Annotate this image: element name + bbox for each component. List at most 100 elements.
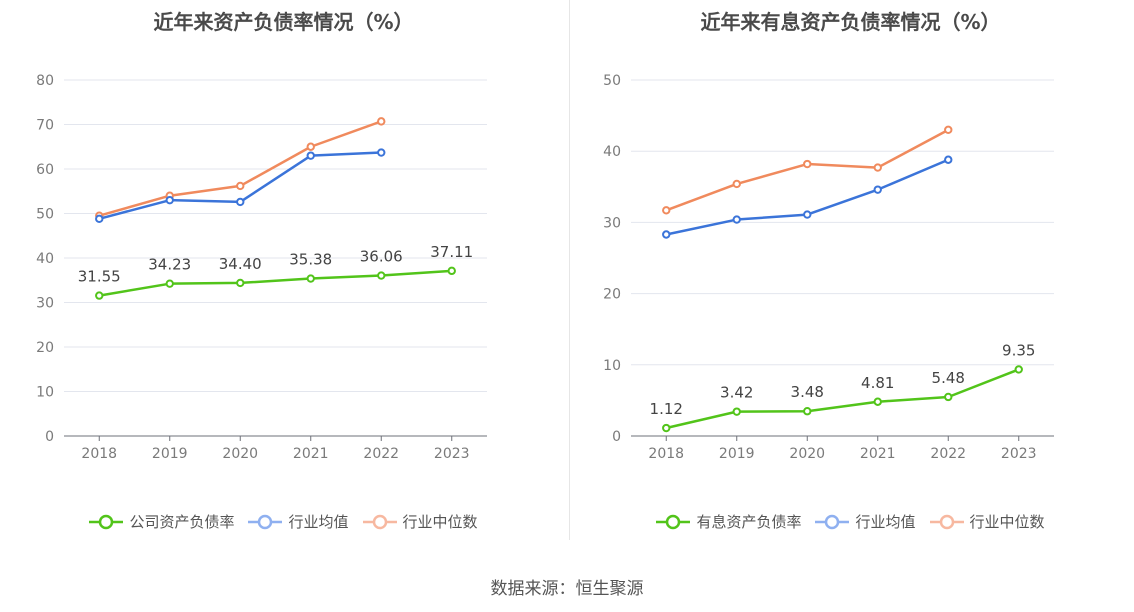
y-tick-label: 50 [603, 73, 621, 89]
data-point [944, 125, 953, 135]
y-tick-label: 10 [603, 358, 621, 374]
legend-marker-icon [815, 514, 850, 529]
legend-label: 行业均值 [855, 513, 916, 531]
data-point [944, 155, 953, 164]
legend-label: 行业中位数 [969, 513, 1045, 531]
data-label: 3.42 [720, 384, 753, 402]
data-point [803, 407, 812, 416]
data-point [95, 291, 104, 300]
data-point [165, 195, 174, 205]
legend-item[interactable]: 行业中位数 [929, 511, 1045, 532]
data-point [662, 206, 671, 215]
data-point [732, 179, 741, 189]
chart-title: 近年来有息资产负债率情况（%） [700, 10, 1001, 34]
data-label: 4.81 [861, 374, 894, 392]
data-point [662, 230, 671, 239]
data-point [306, 274, 315, 283]
legend-marker-icon [656, 514, 691, 529]
y-tick-label: 20 [36, 340, 54, 356]
data-label: 36.06 [360, 248, 403, 266]
data-label: 34.40 [219, 255, 262, 273]
data-point [306, 151, 315, 160]
data-label: 3.48 [791, 383, 824, 401]
panel-divider [569, 0, 570, 540]
data-point [1014, 365, 1023, 374]
data-label: 35.38 [289, 251, 332, 269]
chart-legend: 有息资产负债率 行业均值 行业中位数 [567, 511, 1134, 532]
y-tick-label: 0 [45, 429, 54, 445]
x-tick-label: 2018 [648, 446, 684, 462]
data-point [377, 271, 386, 280]
y-tick-label: 40 [603, 144, 621, 160]
legend-marker-icon [362, 514, 397, 529]
data-point [803, 210, 812, 219]
legend-item[interactable]: 有息资产负债率 [656, 511, 801, 532]
data-point [873, 163, 882, 172]
y-tick-label: 30 [36, 296, 54, 312]
x-tick-label: 2022 [363, 446, 399, 462]
x-tick-label: 2023 [1001, 446, 1037, 462]
y-tick-label: 70 [36, 118, 54, 134]
data-point [236, 278, 245, 288]
data-point [377, 148, 386, 157]
legend-item[interactable]: 行业均值 [248, 511, 349, 532]
data-point [377, 117, 386, 126]
x-tick-label: 2020 [789, 446, 825, 462]
legend-item[interactable]: 行业均值 [815, 511, 916, 532]
legend-label: 公司资产负债率 [129, 513, 235, 531]
data-label: 34.23 [148, 256, 191, 274]
y-tick-label: 30 [603, 215, 621, 231]
y-tick-label: 20 [603, 287, 621, 303]
x-tick-label: 2020 [222, 446, 258, 462]
legend-item[interactable]: 公司资产负债率 [89, 511, 234, 532]
y-tick-label: 10 [36, 385, 54, 401]
data-point [165, 279, 174, 288]
data-point [447, 266, 456, 276]
debt-ratio-chart: 0 10 20 30 40 50 60 70 80 2018 2019 2020 2021 2022 202… [36, 73, 487, 462]
series-line [665, 368, 1020, 430]
chart-panel-interest-debt-ratio: 近年来有息资产负债率情况（%） 0 10 20 30 40 50 2018 2019 2020 2… [567, 0, 1134, 560]
chart-legend: 公司资产负债率 行业均值 行业中位数 [0, 511, 567, 532]
legend-marker-icon [248, 514, 283, 529]
data-point [662, 423, 671, 433]
x-tick-label: 2021 [293, 446, 329, 462]
data-point [306, 142, 315, 151]
chart-panel-debt-ratio: 近年来资产负债率情况（%） 0 10 20 30 40 50 60 70 80 2018 2019 2… [0, 0, 567, 560]
data-point [873, 185, 882, 194]
chart-title: 近年来资产负债率情况（%） [153, 10, 414, 34]
data-label: 1.12 [650, 400, 683, 418]
data-point [236, 197, 245, 207]
legend-item[interactable]: 行业中位数 [362, 511, 478, 532]
interest-debt-ratio-chart: 0 10 20 30 40 50 2018 2019 2020 2021 2022 2023 1.12 3… [603, 73, 1054, 462]
legend-label: 行业中位数 [402, 513, 478, 531]
data-source-footer: 数据来源：恒生聚源 [490, 579, 644, 599]
data-label: 5.48 [932, 369, 965, 387]
data-label: 31.55 [78, 268, 121, 286]
y-tick-label: 0 [612, 429, 621, 445]
x-tick-label: 2019 [152, 446, 188, 462]
y-tick-label: 80 [36, 73, 54, 89]
data-point [236, 181, 245, 191]
data-label: 9.35 [1002, 341, 1035, 359]
data-point [732, 215, 741, 224]
x-tick-label: 2018 [81, 446, 117, 462]
legend-marker-icon [929, 514, 964, 529]
y-tick-label: 40 [36, 251, 54, 267]
legend-marker-icon [89, 514, 124, 529]
data-point [873, 397, 882, 406]
data-point [944, 392, 953, 402]
y-tick-label: 50 [36, 207, 54, 223]
series-line [99, 269, 452, 297]
x-tick-label: 2023 [434, 446, 470, 462]
data-point [803, 159, 812, 169]
series-line [665, 128, 949, 212]
data-point [95, 214, 104, 224]
x-tick-label: 2019 [719, 446, 755, 462]
legend-label: 有息资产负债率 [696, 513, 802, 531]
data-point [732, 407, 741, 416]
series-line [665, 158, 949, 236]
data-label: 37.11 [430, 243, 473, 261]
y-tick-label: 60 [36, 162, 54, 178]
legend-label: 行业均值 [288, 513, 349, 531]
x-tick-label: 2021 [860, 446, 896, 462]
